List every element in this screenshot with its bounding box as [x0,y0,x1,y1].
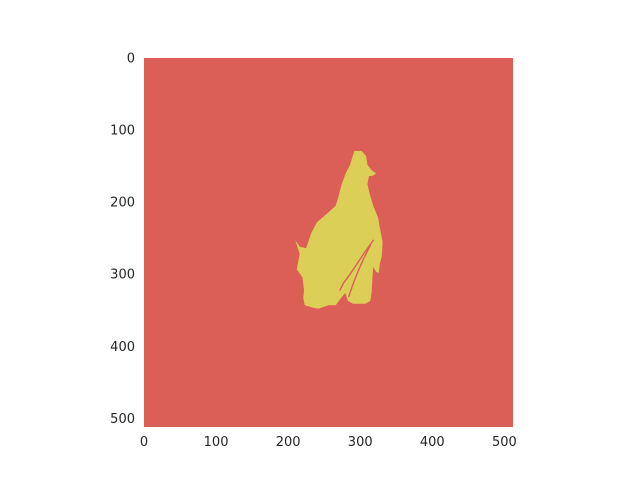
plot-area [144,58,513,427]
y-tick-label-200: 200 [110,196,135,211]
y-tick-label-300: 300 [110,268,135,283]
x-tick-label-0: 0 [140,435,148,450]
x-tick-label-300: 300 [348,435,373,450]
object-mask-region [295,151,383,309]
x-tick-label-400: 400 [420,435,445,450]
y-axis: 0 100 200 300 400 500 [110,52,135,427]
x-axis: 0 100 200 300 400 500 [140,435,517,450]
y-tick-label-400: 400 [110,340,135,355]
y-tick-label-100: 100 [110,124,135,139]
x-tick-label-100: 100 [204,435,229,450]
y-tick-label-500: 500 [110,412,135,427]
y-tick-label-0: 0 [127,52,135,67]
mask-gap-1 [339,239,374,291]
mask-gap-2 [348,244,371,298]
x-tick-label-200: 200 [276,435,301,450]
x-tick-label-500: 500 [492,435,517,450]
